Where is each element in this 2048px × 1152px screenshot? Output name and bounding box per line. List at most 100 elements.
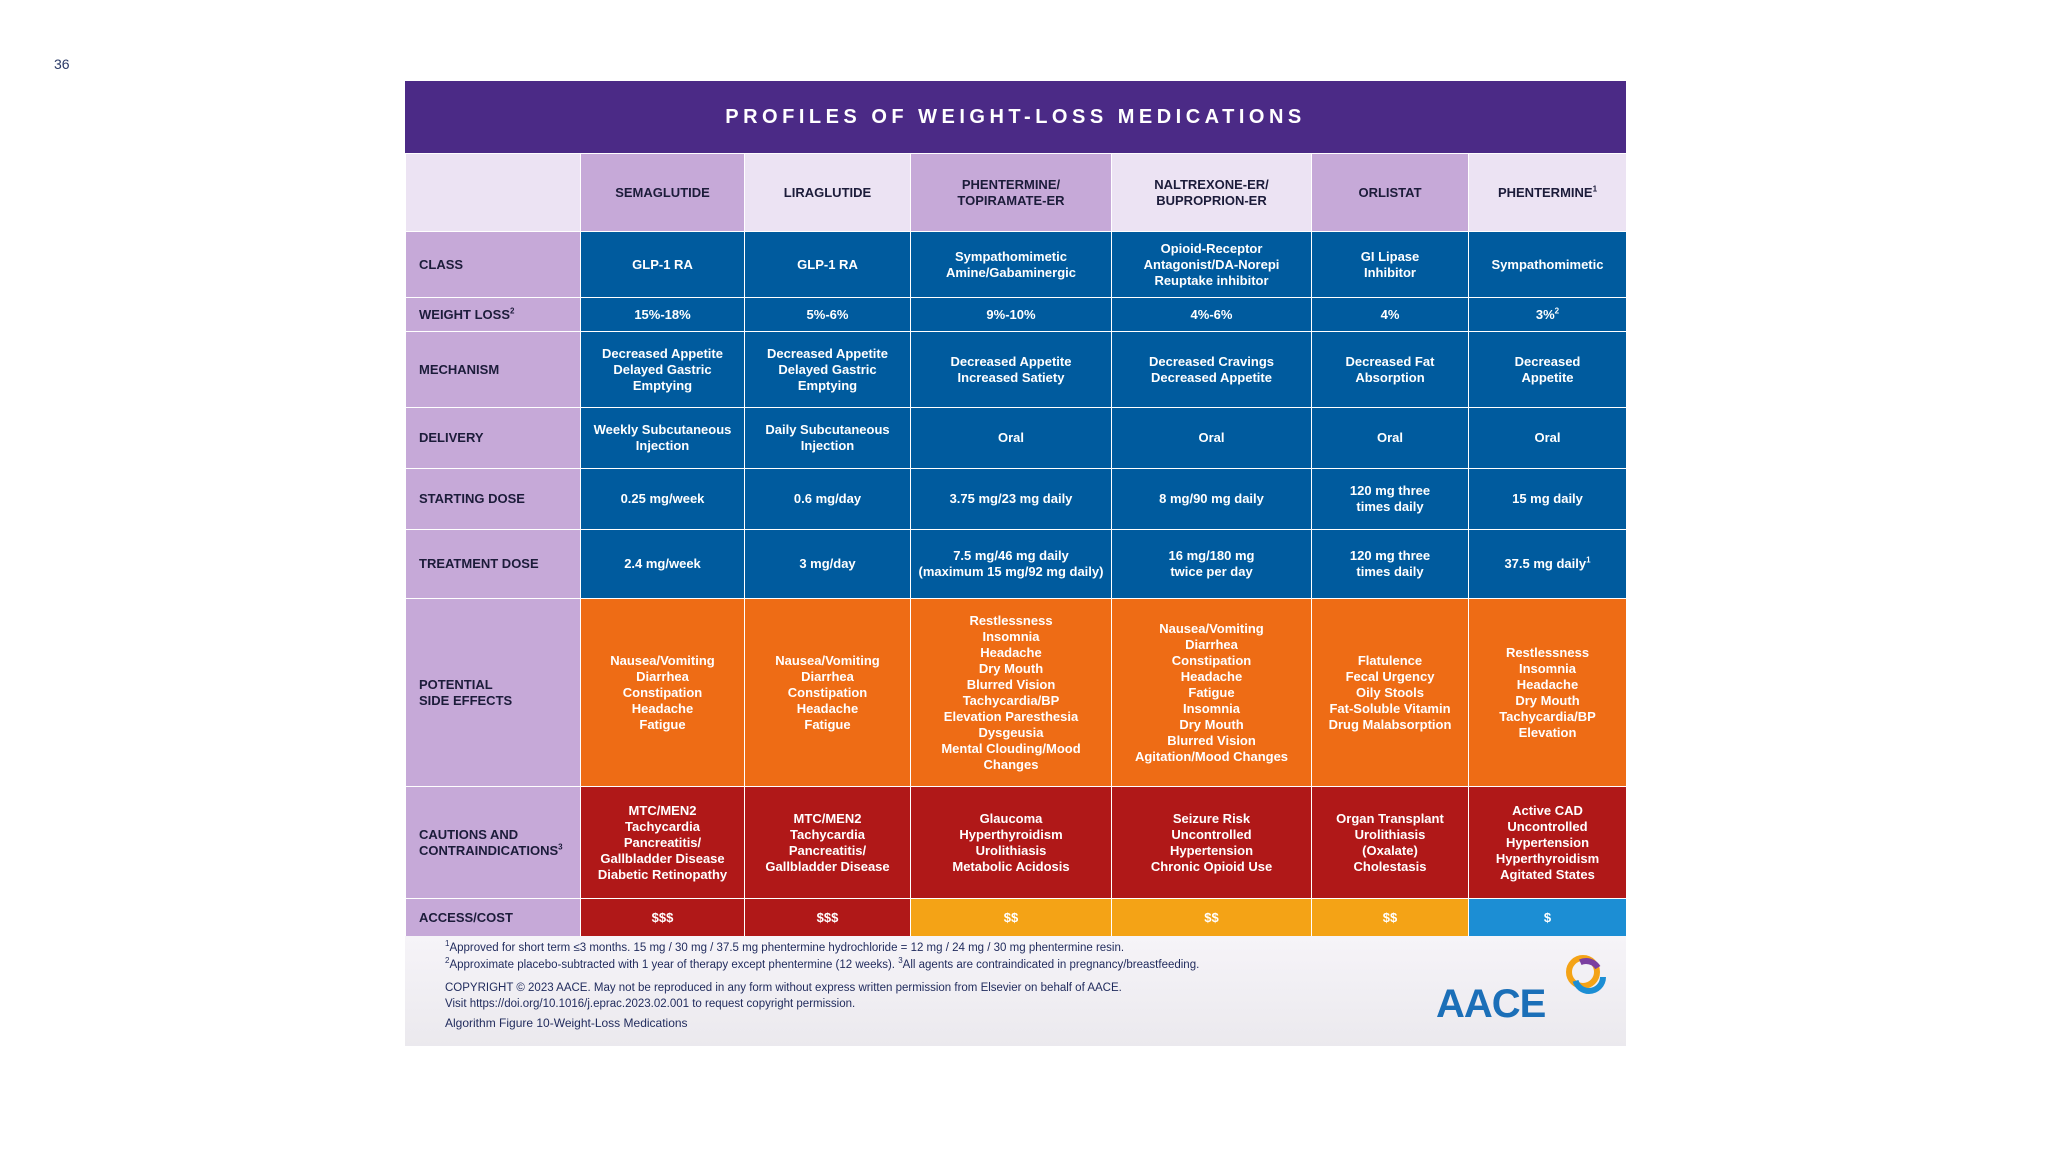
table-cell-text: 4%-6% [1190,306,1233,322]
table-row: POTENTIAL SIDE EFFECTS Nausea/Vomiting Di… [405,598,1627,787]
table-cell: Opioid-Receptor Antagonist/DA-Norepi Reu… [1111,231,1312,298]
table-cell: 120 mg three times daily [1311,529,1469,599]
row-label: TREATMENT DOSE [405,529,581,599]
footnote-3-marker: 3 [898,956,903,966]
table-cell: Restlessness Insomnia Headache Dry Mouth… [1468,598,1627,787]
table-cell: 3.75 mg/23 mg daily [910,468,1112,530]
footnote-3-text: All agents are contraindicated in pregna… [902,959,1200,971]
table-cell-footnote: 2 [1554,306,1560,316]
row-label: POTENTIAL SIDE EFFECTS [405,598,581,787]
table-cell-text: 3.75 mg/23 mg daily [949,491,1073,506]
table-cell-text: 3 mg/day [799,556,856,571]
table-cell: 15 mg daily [1468,468,1627,530]
table-cell-text: $$ [1382,910,1398,925]
table-cell: Decreased Appetite Increased Satiety [910,331,1112,408]
table-cell-text: 7.5 mg/46 mg daily (maximum 15 mg/92 mg … [918,548,1104,579]
table-cell-text: Daily Subcutaneous Injection [765,422,890,453]
table-cell-text: Decreased Appetite Delayed Gastric Empty… [602,345,723,393]
row-label-text: TREATMENT DOSE [419,556,539,571]
row-label-text: STARTING DOSE [419,491,525,506]
table-cell: Active CAD Uncontrolled Hypertension Hyp… [1468,786,1627,899]
table-row: WEIGHT LOSS2 15%-18% 5%-6% 9%-10% 4%-6% 4% 3%2 [405,297,1627,332]
table-cell: $ [1468,898,1627,938]
table-cell: MTC/MEN2 Tachycardia Pancreatitis/ Gallb… [580,786,745,899]
table-cell-text: Active CAD Uncontrolled Hypertension Hyp… [1495,802,1600,882]
row-label-text: POTENTIAL SIDE EFFECTS [419,676,513,708]
table-cell-text: Decreased Appetite [1514,353,1581,385]
table-cell: Decreased Fat Absorption [1311,331,1469,408]
table-row: STARTING DOSE 0.25 mg/week 0.6 mg/day 3.75 … [405,468,1627,530]
table-cell-text: Oral [1534,430,1561,445]
table-cell-text: $$$ [651,910,674,925]
table-cell-text: Restlessness Insomnia Headache Dry Mouth… [941,612,1081,772]
footnote-2: 2Approximate placebo-subtracted with 1 y… [445,956,1200,971]
table-row: CLASS GLP-1 RA GLP-1 RA Sympathomimetic Ami… [405,231,1627,298]
table-cell: Flatulence Fecal Urgency Oily Stools Fat… [1311,598,1469,787]
table-cell-text: 4% [1380,306,1400,322]
footnote-1: 1Approved for short term ≤3 months. 15 m… [445,940,1125,954]
table-cell: 3 mg/day [744,529,911,599]
table-cell-text: Decreased Cravings Decreased Appetite [1148,353,1274,385]
table-cell: $$$ [744,898,911,938]
table-cell-text: 2.4 mg/week [624,556,701,571]
table-cell: Restlessness Insomnia Headache Dry Mouth… [910,598,1112,787]
table-cell: Oral [910,407,1112,469]
table-cell: $$$ [580,898,745,938]
footnote-1-text: Approved for short term ≤3 months. 15 mg… [449,942,1125,954]
table-cell: 15%-18% [580,297,745,332]
logo-text: AACE [1436,982,1546,1026]
table-cell: Nausea/Vomiting Diarrhea Constipation He… [580,598,745,787]
table-cell-text: 8 mg/90 mg daily [1159,491,1264,506]
table-cell-text: Oral [1376,430,1403,445]
table-cell: Oral [1468,407,1627,469]
header-row: SEMAGLUTIDE LIRAGLUTIDE PHENTERMINE/ TOPIR… [405,153,1627,232]
corner-cell [405,153,581,232]
column-header: ORLISTAT [1311,153,1469,232]
table-cell-text: 120 mg three times daily [1349,548,1431,579]
footnote-2-text: Approximate placebo-subtracted with 1 ye… [449,959,895,971]
table-cell-text: 120 mg three times daily [1349,483,1431,514]
row-label-text: CLASS [419,256,464,272]
row-label-text: MECHANISM [419,361,500,377]
row-label-text: DELIVERY [419,430,484,445]
row-label: DELIVERY [405,407,581,469]
table-cell-text: GLP-1 RA [632,256,693,272]
column-header-label: SEMAGLUTIDE [615,184,710,200]
medication-table: SEMAGLUTIDE LIRAGLUTIDE PHENTERMINE/ TOPIR… [405,153,1627,938]
table-cell: Oral [1111,407,1312,469]
table-cell: Glaucoma Hyperthyroidism Urolithiasis Me… [910,786,1112,899]
table-cell: Nausea/Vomiting Diarrhea Constipation He… [744,598,911,787]
table-cell: Nausea/Vomiting Diarrhea Constipation He… [1111,598,1312,787]
table-cell-text: GI Lipase Inhibitor [1360,248,1420,280]
column-header-label: ORLISTAT [1358,184,1422,200]
table-cell-text: Organ Transplant Urolithiasis (Oxalate) … [1336,810,1444,874]
table-cell: $$ [1111,898,1312,938]
table-cell-text: Restlessness Insomnia Headache Dry Mouth… [1499,644,1596,740]
table-cell: Sympathomimetic Amine/Gabaminergic [910,231,1112,298]
table-cell-text: Nausea/Vomiting Diarrhea Constipation He… [1134,620,1289,764]
aace-logo: AACE [1436,952,1606,1026]
table-cell-text: 9%-10% [986,306,1036,322]
column-header: NALTREXONE-ER/ BUPROPRION-ER [1111,153,1312,232]
row-label: WEIGHT LOSS2 [405,297,581,332]
row-label: CAUTIONS AND CONTRAINDICATIONS3 [405,786,581,899]
table-cell-text: Nausea/Vomiting Diarrhea Constipation He… [775,652,880,732]
medication-profile-figure: PROFILES OF WEIGHT-LOSS MEDICATIONS SEMA… [405,81,1627,1046]
table-cell: 0.25 mg/week [580,468,745,530]
table-cell-text: MTC/MEN2 Tachycardia Pancreatitis/ Gallb… [597,802,728,882]
copyright-line-1: COPYRIGHT © 2023 AACE. May not be reprod… [445,982,1122,994]
row-label-footnote: 3 [558,842,563,852]
table-cell: 3%2 [1468,297,1627,332]
column-header: SEMAGLUTIDE [580,153,745,232]
table-cell-text: Sympathomimetic Amine/Gabaminergic [945,248,1077,280]
table-cell: Decreased Appetite Delayed Gastric Empty… [580,331,745,408]
table-cell-text: 16 mg/180 mg twice per day [1168,548,1255,579]
table-cell-text: 5%-6% [806,306,849,322]
table-cell-text: $$ [1204,910,1219,925]
table-cell: Sympathomimetic [1468,231,1627,298]
table-cell-text: Decreased Appetite Delayed Gastric Empty… [767,345,888,393]
table-body: CLASS GLP-1 RA GLP-1 RA Sympathomimetic Ami… [405,231,1627,938]
footer: 1Approved for short term ≤3 months. 15 m… [405,936,1626,1046]
table-cell-text: Oral [1198,430,1225,445]
page-number: 36 [54,56,70,72]
